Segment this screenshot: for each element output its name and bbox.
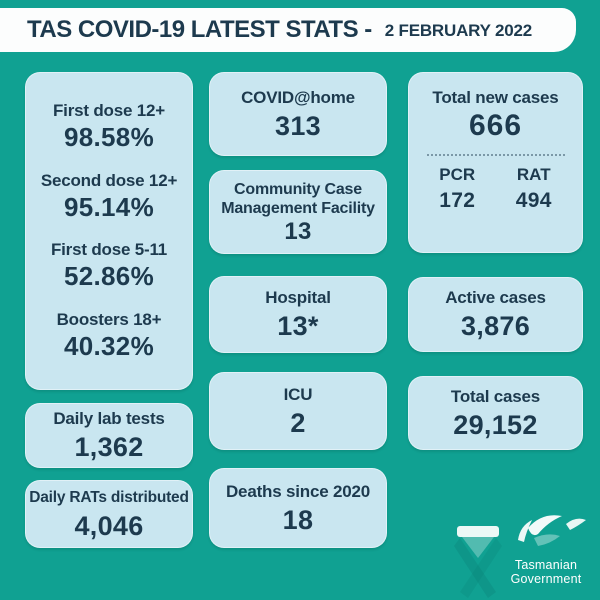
total-cases-card: Total cases 29,152: [408, 376, 583, 450]
case-type-breakdown: PCR 172 RAT 494: [409, 165, 582, 213]
stat-second-dose-12: Second dose 12+ 95.14%: [30, 171, 188, 222]
stat-label: First dose 12+: [53, 101, 165, 121]
page-title: TAS COVID-19 LATEST STATS -: [27, 16, 372, 43]
covid-at-home-value: 313: [275, 110, 321, 141]
community-case-management-facility-card: Community Case Management Facility 13: [209, 170, 387, 254]
stat-label: Second dose 12+: [40, 170, 178, 190]
total-cases-label: Total cases: [450, 386, 541, 406]
hospital-value: 13*: [277, 311, 319, 341]
covid-at-home-label: COVID@home: [241, 87, 355, 107]
tasmanian-government-logo: Tasmanian Government: [498, 506, 594, 592]
active-cases-value: 3,876: [460, 311, 531, 341]
stat-value: 40.32%: [64, 330, 154, 361]
stat-first-dose-5-11: First dose 5-11 52.86%: [30, 240, 188, 291]
ccmf-label: Community Case Management Facility: [221, 180, 375, 217]
daily-lab-tests-label: Daily lab tests: [53, 409, 165, 428]
pcr-column: PCR 172: [419, 165, 496, 213]
pcr-label: PCR: [439, 165, 476, 184]
stat-boosters-18: Boosters 18+ 40.32%: [30, 310, 188, 361]
deaths-card: Deaths since 2020 18: [209, 468, 387, 548]
stat-label: First dose 5-11: [50, 240, 168, 260]
gov-logo-text: Tasmanian Government: [498, 558, 594, 586]
stat-value: 52.86%: [64, 261, 154, 292]
rat-label: RAT: [516, 165, 551, 184]
stat-first-dose-12: First dose 12+ 98.58%: [30, 101, 188, 152]
watermark-icon: [452, 522, 504, 598]
header-date: 2 FEBRUARY 2022: [384, 21, 532, 40]
gov-leaves-icon: [518, 515, 586, 546]
daily-lab-tests-value: 1,362: [74, 432, 144, 462]
vaccination-stats-card: First dose 12+ 98.58% Second dose 12+ 95…: [25, 72, 193, 390]
total-new-cases-label: Total new cases: [432, 88, 559, 107]
daily-rats-card: Daily RATs distributed 4,046: [25, 480, 193, 548]
active-cases-card: Active cases 3,876: [408, 277, 583, 352]
header-bar: TAS COVID-19 LATEST STATS - 2 FEBRUARY 2…: [0, 8, 576, 52]
pcr-value: 172: [439, 189, 476, 212]
covid-at-home-card: COVID@home 313: [209, 72, 387, 156]
rat-value: 494: [515, 189, 552, 212]
total-new-cases-value: 666: [468, 109, 523, 142]
stat-value: 95.14%: [64, 191, 154, 222]
daily-rats-value: 4,046: [74, 510, 144, 541]
stat-label: Boosters 18+: [56, 309, 162, 329]
deaths-value: 18: [282, 504, 314, 535]
icu-label: ICU: [283, 384, 313, 404]
icu-card: ICU 2: [209, 372, 387, 450]
gov-logo-text-line1: Tasmanian: [514, 558, 578, 572]
rat-column: RAT 494: [496, 165, 573, 213]
daily-lab-tests-card: Daily lab tests 1,362: [25, 403, 193, 468]
ccmf-value: 13: [284, 217, 312, 245]
hospital-label: Hospital: [265, 288, 331, 307]
daily-rats-label: Daily RATs distributed: [29, 488, 189, 506]
dotted-divider: [426, 154, 565, 156]
total-cases-value: 29,152: [453, 409, 538, 440]
gov-logo-text-line2: Government: [510, 572, 582, 586]
active-cases-label: Active cases: [445, 288, 546, 307]
stat-value: 98.58%: [64, 122, 154, 153]
deaths-label: Deaths since 2020: [225, 481, 371, 501]
icu-value: 2: [290, 407, 306, 438]
total-new-cases-card: Total new cases 666 PCR 172 RAT 494: [408, 72, 583, 253]
hospital-card: Hospital 13*: [209, 276, 387, 353]
